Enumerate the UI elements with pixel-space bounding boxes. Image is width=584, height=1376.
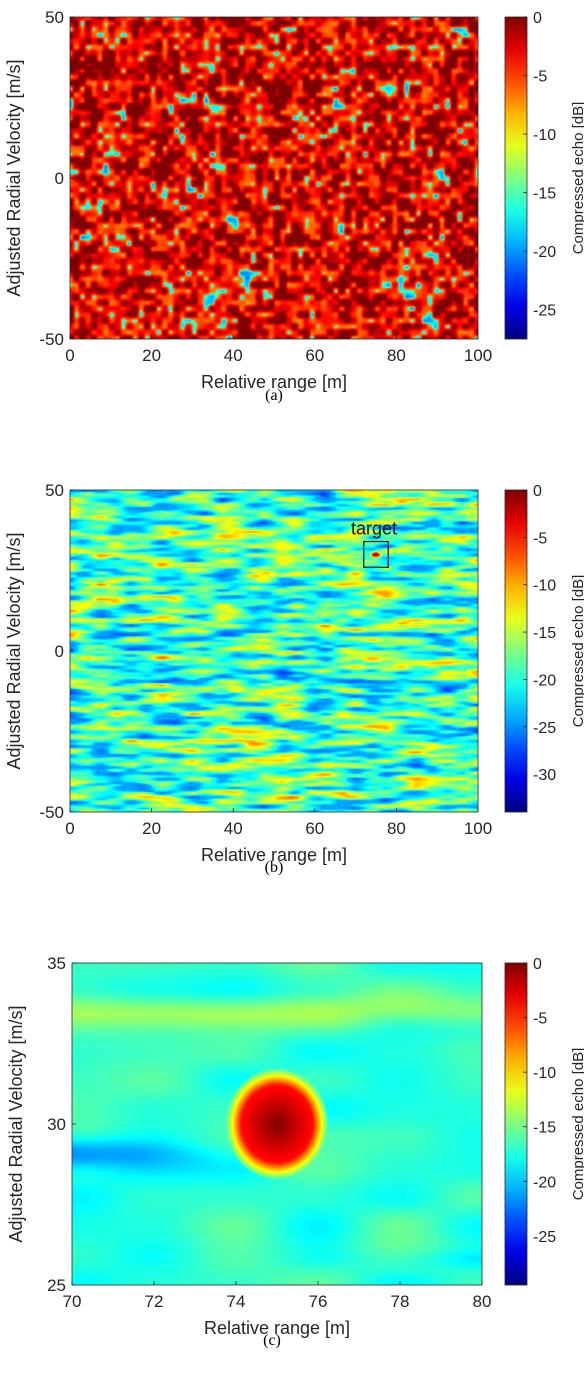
y-axis-label: Adjusted Radial Velocity [m/s]: [4, 532, 24, 769]
x-tick-label: 74: [227, 1292, 246, 1311]
x-tick-label: 100: [464, 819, 492, 838]
colorbar-label: Compressed echo [dB]: [570, 575, 584, 728]
x-tick-label: 0: [65, 819, 74, 838]
panel-caption: (a): [265, 387, 283, 404]
colorbar-tick-label: -15: [533, 625, 556, 642]
x-tick-label: 80: [473, 1292, 492, 1311]
colorbar-tick-label: -25: [533, 303, 556, 320]
heatmap-image: [70, 490, 478, 812]
y-tick-label: -50: [39, 803, 64, 822]
colorbar-tick-label: -25: [533, 720, 556, 737]
y-tick-label: 25: [47, 1276, 66, 1295]
x-axis-label: Relative range [m]: [204, 1318, 350, 1338]
colorbar-tick-label: 0: [533, 10, 542, 27]
colorbar-tick-label: -20: [533, 1174, 556, 1191]
colorbar: [504, 16, 528, 340]
heatmap-image: [72, 963, 482, 1285]
x-tick-label: 72: [145, 1292, 164, 1311]
y-tick-label: -50: [39, 330, 64, 349]
y-tick-label: 0: [55, 642, 64, 661]
panel-caption: (b): [265, 859, 284, 876]
heatmap-image: [70, 17, 478, 339]
x-tick-label: 76: [309, 1292, 328, 1311]
colorbar-tick-label: -20: [533, 244, 556, 261]
colorbar-tick-label: -10: [533, 578, 556, 595]
colorbar-tick-label: -5: [533, 1011, 547, 1028]
colorbar: [504, 489, 528, 813]
colorbar-tick-label: -10: [533, 1065, 556, 1082]
panel-caption: (c): [263, 1332, 281, 1349]
colorbar-tick-label: -5: [533, 69, 547, 86]
x-tick-label: 80: [387, 346, 406, 365]
y-tick-label: 50: [45, 481, 64, 500]
x-tick-label: 40: [224, 819, 243, 838]
x-axis-label: Relative range [m]: [201, 845, 347, 865]
x-tick-label: 60: [305, 819, 324, 838]
colorbar-tick-label: -5: [533, 530, 547, 547]
y-axis-label: Adjusted Radial Velocity [m/s]: [4, 59, 24, 296]
colorbar-tick-label: -30: [533, 767, 556, 784]
colorbar-tick-label: -10: [533, 127, 556, 144]
colorbar-tick-label: 0: [533, 956, 542, 973]
x-tick-label: 0: [65, 346, 74, 365]
x-axis-label: Relative range [m]: [201, 372, 347, 392]
colorbar-tick-label: 0: [533, 483, 542, 500]
colorbar-tick-label: -25: [533, 1229, 556, 1246]
y-axis-label: Adjusted Radial Velocity [m/s]: [6, 1005, 26, 1242]
target-label: target: [351, 519, 397, 539]
x-tick-label: 100: [464, 346, 492, 365]
colorbar-tick-label: -20: [533, 672, 556, 689]
x-tick-label: 20: [142, 819, 161, 838]
x-tick-label: 60: [305, 346, 324, 365]
colorbar-tick-label: -15: [533, 1120, 556, 1137]
x-tick-label: 80: [387, 819, 406, 838]
x-tick-label: 20: [142, 346, 161, 365]
y-tick-label: 30: [47, 1115, 66, 1134]
target-box: [363, 540, 389, 568]
x-tick-label: 70: [63, 1292, 82, 1311]
colorbar-label: Compressed echo [dB]: [570, 102, 584, 255]
colorbar-tick-label: -15: [533, 186, 556, 203]
x-tick-label: 40: [224, 346, 243, 365]
y-tick-label: 0: [55, 169, 64, 188]
y-tick-label: 35: [47, 954, 66, 973]
y-tick-label: 50: [45, 8, 64, 27]
colorbar-label: Compressed echo [dB]: [570, 1048, 584, 1201]
colorbar: [504, 962, 528, 1286]
x-tick-label: 78: [391, 1292, 410, 1311]
